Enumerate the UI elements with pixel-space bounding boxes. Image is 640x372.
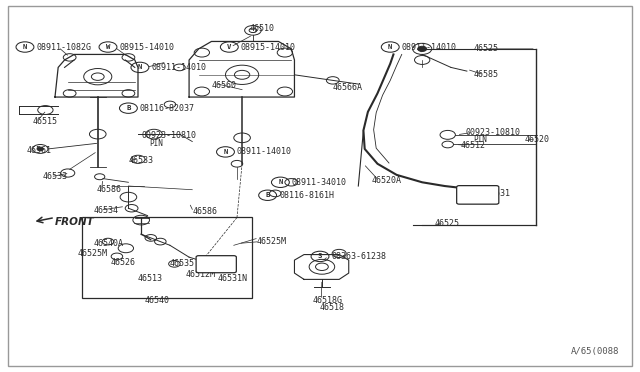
FancyBboxPatch shape (457, 186, 499, 204)
Text: FRONT: FRONT (55, 217, 95, 227)
FancyBboxPatch shape (196, 256, 236, 273)
Text: 08116-82037: 08116-82037 (140, 104, 195, 113)
Text: 08911-14010: 08911-14010 (402, 42, 457, 51)
Text: PIN: PIN (473, 135, 487, 144)
Text: 08911-1082G: 08911-1082G (36, 42, 92, 51)
Text: 08911-14010: 08911-14010 (237, 147, 292, 156)
Text: 08116-8161H: 08116-8161H (279, 191, 334, 200)
Text: N: N (223, 149, 228, 155)
Text: 08911-14010: 08911-14010 (152, 63, 207, 72)
Text: 46512M: 46512M (186, 270, 216, 279)
Text: 08911-34010: 08911-34010 (292, 178, 347, 187)
Text: 46561: 46561 (26, 146, 51, 155)
Text: 46515: 46515 (33, 117, 58, 126)
Text: 46533: 46533 (42, 172, 67, 181)
Text: 46531: 46531 (486, 189, 511, 198)
Text: N: N (388, 44, 392, 50)
Text: 46512: 46512 (461, 141, 486, 150)
Text: 46520: 46520 (524, 135, 549, 144)
Text: B: B (126, 105, 131, 111)
Text: PIN: PIN (149, 139, 163, 148)
Text: 00923-10810: 00923-10810 (466, 128, 520, 137)
Circle shape (37, 147, 44, 151)
Text: 46510: 46510 (250, 24, 275, 33)
Text: 08363-61238: 08363-61238 (332, 252, 387, 261)
Text: 46540: 46540 (145, 296, 170, 305)
Text: 46535: 46535 (170, 259, 195, 268)
Text: 08915-14010: 08915-14010 (241, 42, 296, 51)
Text: V: V (227, 44, 232, 50)
Text: BRAKE
PAD: BRAKE PAD (459, 189, 475, 200)
Text: 46525: 46525 (473, 44, 499, 53)
Text: 46585: 46585 (473, 70, 499, 79)
Text: A/65(0088: A/65(0088 (570, 347, 619, 356)
Text: 46586: 46586 (97, 185, 122, 194)
Bar (83, 217, 252, 298)
Text: 46520A: 46520A (371, 176, 401, 185)
Text: 08915-14010: 08915-14010 (120, 42, 175, 51)
Text: 46525M: 46525M (256, 237, 286, 246)
Text: CLUTCH
PAD: CLUTCH PAD (207, 259, 226, 270)
Text: N: N (23, 44, 27, 50)
Text: 46525M: 46525M (77, 249, 108, 258)
Text: 46533: 46533 (129, 155, 154, 164)
Text: 46534: 46534 (93, 206, 118, 215)
Text: 46586: 46586 (192, 208, 217, 217)
Text: 46566A: 46566A (333, 83, 363, 92)
Text: N: N (278, 179, 283, 185)
Text: W: W (106, 44, 110, 50)
Text: 46525: 46525 (435, 219, 460, 228)
Text: 46531N: 46531N (218, 274, 248, 283)
Text: 46513: 46513 (138, 274, 163, 283)
Text: 46540A: 46540A (93, 239, 124, 248)
Text: 00923-10810: 00923-10810 (141, 131, 196, 141)
Text: N: N (138, 64, 142, 70)
Text: 46518: 46518 (320, 303, 345, 312)
Text: 46560: 46560 (211, 81, 236, 90)
Text: 46518G: 46518G (312, 296, 342, 305)
Circle shape (418, 46, 427, 51)
Text: S: S (318, 253, 322, 259)
Text: B: B (266, 192, 270, 198)
Text: 46526: 46526 (111, 258, 136, 267)
